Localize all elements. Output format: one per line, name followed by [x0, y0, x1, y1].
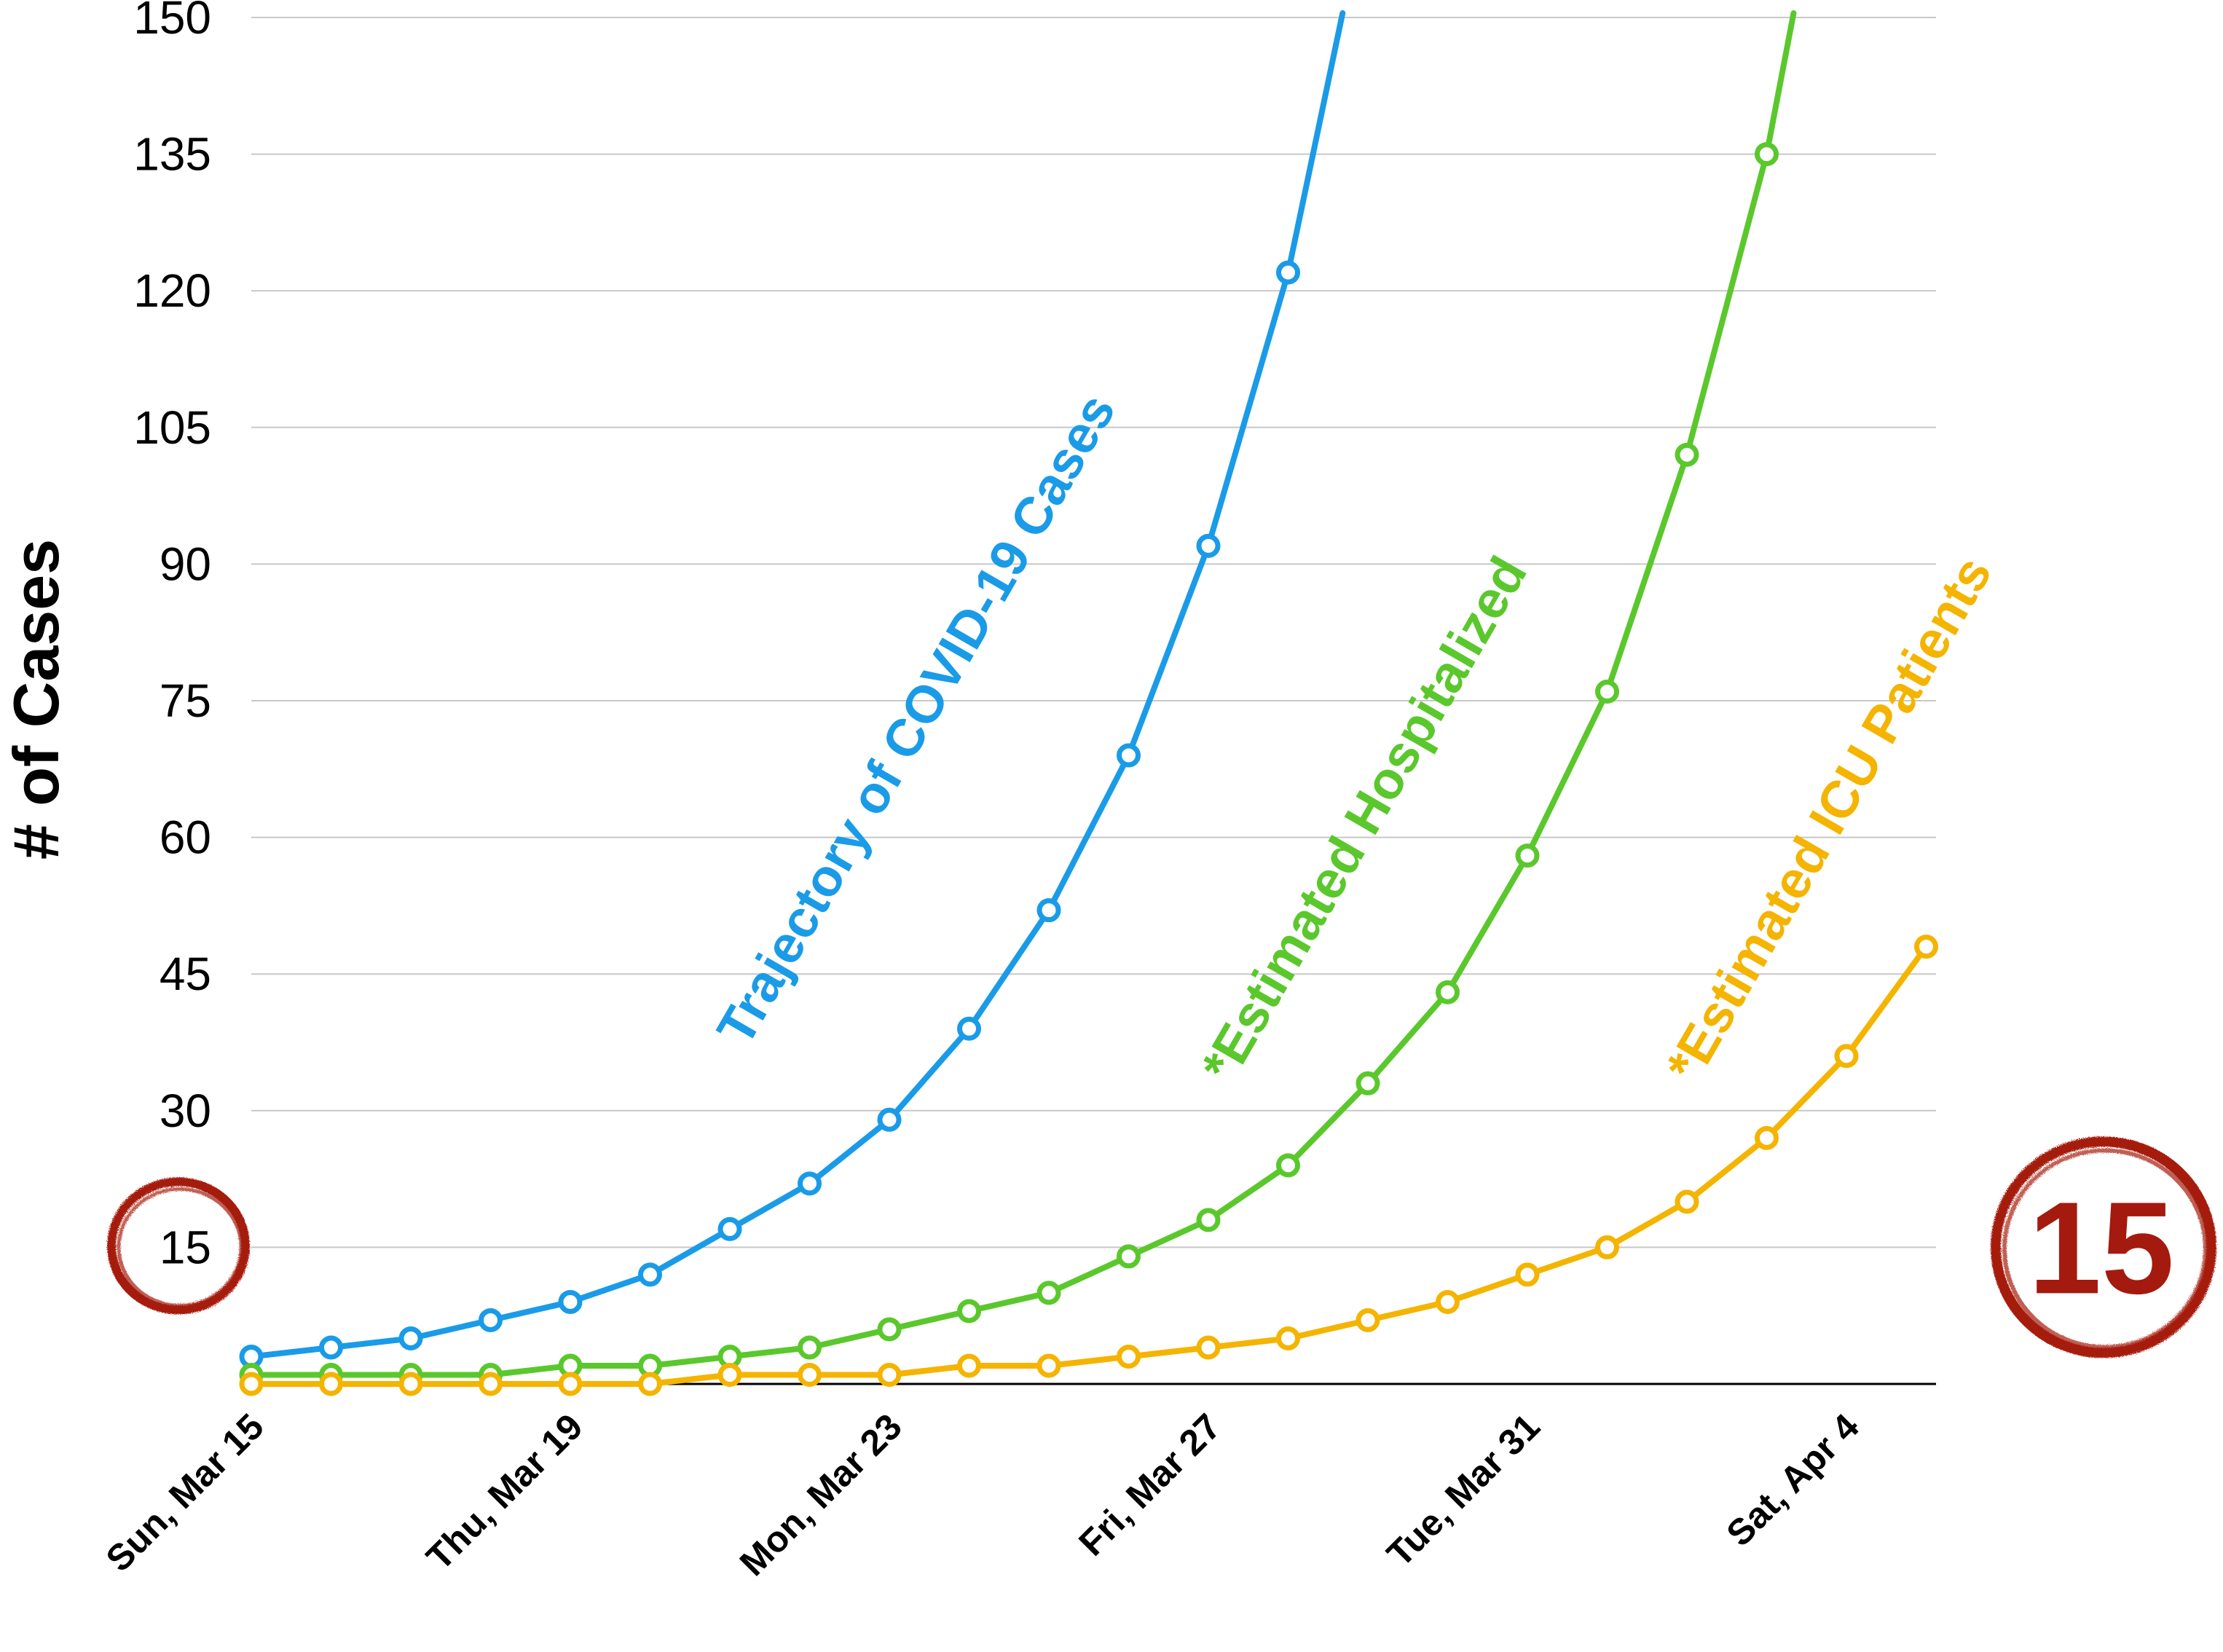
data-point — [1755, 142, 1779, 167]
series — [239, 10, 1938, 1396]
value-callout-circle — [1991, 1136, 2216, 1358]
y-tick-label: 60 — [160, 811, 211, 864]
data-point — [1755, 1125, 1779, 1150]
y-tick-label: 135 — [133, 128, 211, 181]
data-point — [717, 1216, 742, 1241]
y-tick-label: 120 — [133, 264, 211, 317]
data-point — [398, 1372, 423, 1396]
x-tick-label: Tue, Mar 31 — [1379, 1406, 1548, 1575]
gridlines — [251, 17, 1936, 1248]
series-labels: Trajectory of COVID-19 Cases *Estimated H… — [707, 385, 2003, 1091]
series-line — [248, 943, 1929, 1387]
data-point — [1276, 1326, 1300, 1350]
y-tick-label: 150 — [133, 0, 211, 44]
highlight-circle-inner — [117, 1187, 243, 1307]
data-point — [798, 1362, 822, 1387]
value-callout-label: 15 — [2029, 1175, 2174, 1321]
data-point — [558, 1289, 583, 1314]
data-point — [877, 1362, 902, 1387]
x-tick-label: Mon, Mar 23 — [732, 1406, 910, 1584]
data-point — [1436, 1289, 1460, 1314]
y-tick-label: 30 — [160, 1085, 211, 1137]
data-point — [1515, 1262, 1540, 1287]
y-tick-label: 15 — [160, 1221, 211, 1273]
y-tick-label: 75 — [160, 674, 211, 727]
data-point — [638, 1372, 662, 1396]
series-label: Trajectory of COVID-19 Cases — [707, 385, 1127, 1055]
y-axis: 15 30 45 60 75 90 105 120 135 150 — [133, 0, 211, 1273]
highlight-circle — [107, 1177, 250, 1315]
data-point — [1356, 1071, 1380, 1096]
data-point — [319, 1335, 343, 1360]
data-point — [1036, 898, 1061, 923]
data-point — [638, 1262, 662, 1287]
y-axis-label: # of Cases — [0, 539, 72, 860]
data-point — [957, 1353, 981, 1378]
data-point — [479, 1372, 503, 1396]
series-label: *Estimated Hospitalized — [1191, 547, 1538, 1091]
value-callout-circle-inner — [2002, 1148, 2208, 1350]
data-point — [717, 1362, 742, 1387]
data-point — [1595, 679, 1619, 704]
data-point — [1436, 980, 1460, 1004]
y-tick-label: 105 — [133, 401, 211, 454]
x-tick-label: Sun, Mar 15 — [98, 1406, 272, 1579]
x-tick-label: Sat, Apr 4 — [1718, 1406, 1866, 1554]
y-tick-label: 90 — [160, 538, 211, 590]
data-point — [1675, 442, 1699, 467]
series-line — [248, 10, 1346, 1360]
x-tick-label: Thu, Mar 19 — [419, 1406, 591, 1578]
series-1 — [239, 10, 1797, 1387]
series-label: *Estimated ICU Patients — [1656, 547, 2003, 1091]
data-point — [957, 1299, 981, 1323]
data-point — [798, 1335, 822, 1360]
series-line — [248, 10, 1797, 1378]
data-point — [1515, 843, 1540, 868]
series-2 — [239, 935, 1938, 1396]
data-point — [1117, 1244, 1141, 1269]
data-point — [1356, 1307, 1380, 1332]
data-point — [319, 1372, 343, 1396]
data-point — [1196, 1208, 1221, 1232]
x-axis: Sun, Mar 15 Thu, Mar 19 Mon, Mar 23 Fri, Ma… — [98, 1382, 1936, 1584]
data-point — [398, 1326, 423, 1350]
data-point — [1276, 260, 1300, 285]
data-point — [1276, 1153, 1300, 1178]
y-tick-label: 45 — [160, 948, 211, 1000]
data-point — [1834, 1044, 1859, 1069]
data-point — [1196, 533, 1221, 558]
data-point — [1117, 743, 1141, 768]
data-point — [1914, 935, 1938, 959]
data-point — [1036, 1281, 1061, 1305]
data-point — [957, 1016, 981, 1041]
data-point — [1675, 1189, 1699, 1214]
data-point — [1036, 1353, 1061, 1378]
annotations: 15 — [107, 1136, 2216, 1409]
data-point — [798, 1171, 822, 1196]
data-point — [877, 1107, 902, 1132]
series-0 — [239, 10, 1346, 1369]
data-point — [877, 1317, 902, 1342]
data-point — [239, 1372, 264, 1396]
x-tick-label: Fri, Mar 27 — [1071, 1406, 1228, 1563]
data-point — [1196, 1335, 1221, 1360]
data-point — [1117, 1344, 1141, 1369]
data-point — [558, 1372, 583, 1396]
data-point — [479, 1307, 503, 1332]
